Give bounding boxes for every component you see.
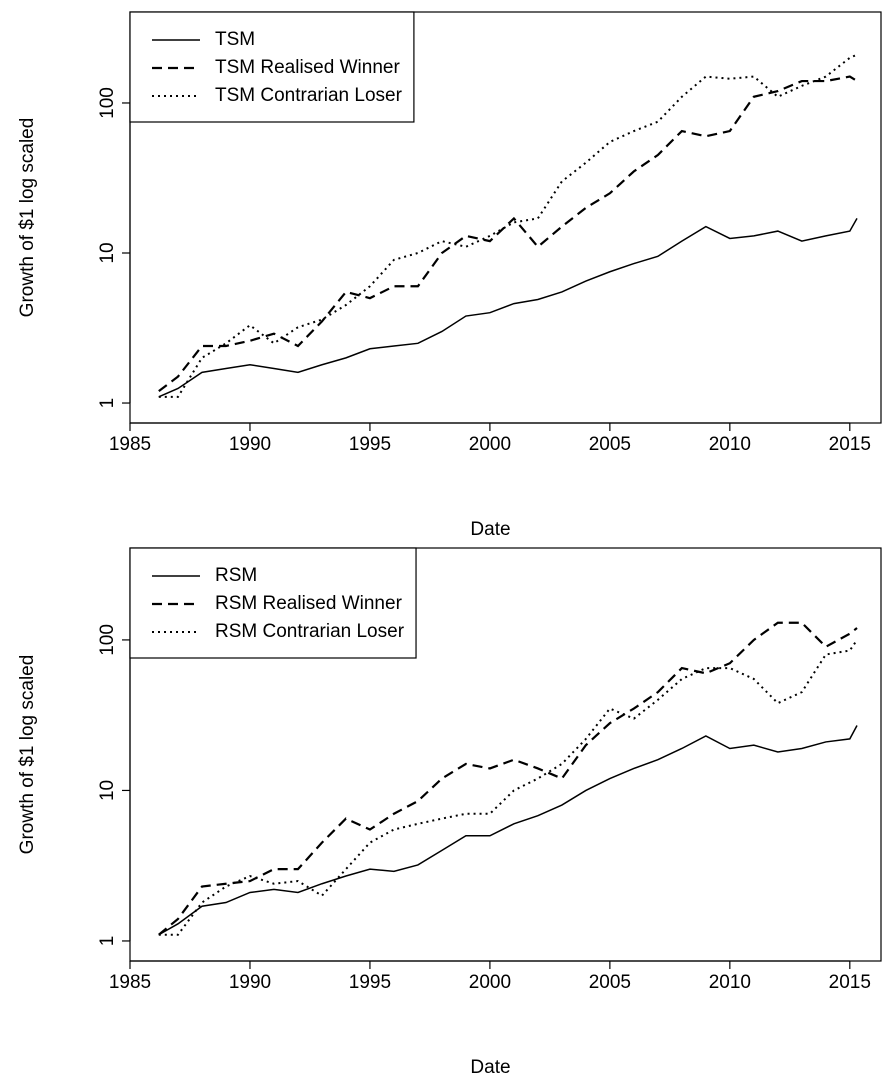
series-line	[158, 639, 858, 936]
x-tick-label: 1985	[109, 434, 151, 455]
legend-box	[129, 547, 417, 659]
x-tick-label: 1995	[349, 434, 391, 455]
x-axis-label: Date	[470, 519, 510, 540]
x-tick-label: 2015	[829, 434, 871, 455]
series-line	[158, 621, 858, 936]
y-tick-label: 100	[97, 624, 118, 656]
y-tick-label: 100	[97, 87, 118, 119]
y-axis-label: Growth of $1 log scaled	[17, 118, 38, 318]
x-tick-label: 1995	[349, 972, 391, 993]
x-tick-label: 1990	[229, 434, 271, 455]
series-line	[158, 218, 858, 398]
legend-label: TSM Realised Winner	[215, 57, 400, 78]
legend-label: RSM	[215, 565, 257, 586]
legend-label: RSM Realised Winner	[215, 593, 403, 614]
x-tick-label: 2000	[469, 434, 511, 455]
x-tick-label: 1990	[229, 972, 271, 993]
x-tick-label: 2005	[589, 972, 631, 993]
x-tick-label: 2010	[709, 972, 751, 993]
series-line	[158, 725, 858, 936]
x-tick-label: 2005	[589, 434, 631, 455]
legend-label: TSM	[215, 29, 255, 50]
legend-label: TSM Contrarian Loser	[215, 85, 403, 106]
y-tick-label: 10	[97, 780, 118, 801]
y-tick-label: 10	[97, 242, 118, 263]
x-tick-label: 1985	[109, 972, 151, 993]
series-line	[158, 75, 858, 393]
legend-label: RSM Contrarian Loser	[215, 621, 405, 642]
x-tick-label: 2000	[469, 972, 511, 993]
y-tick-label: 1	[97, 398, 118, 409]
y-tick-label: 1	[97, 936, 118, 947]
x-tick-label: 2010	[709, 434, 751, 455]
x-tick-label: 2015	[829, 972, 871, 993]
x-axis-label: Date	[470, 1057, 510, 1076]
y-axis-label: Growth of $1 log scaled	[17, 655, 38, 855]
